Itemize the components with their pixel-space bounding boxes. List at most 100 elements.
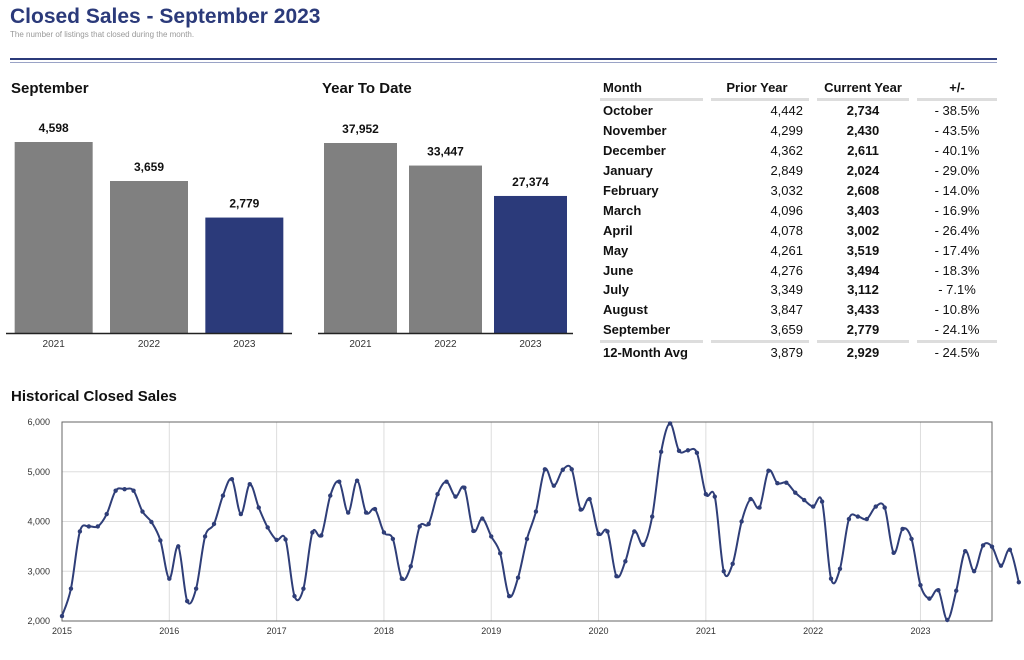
data-point <box>918 582 923 588</box>
data-point <box>1016 580 1022 585</box>
data-point <box>381 530 387 535</box>
month-cell: November <box>603 123 667 139</box>
month-cell: February <box>603 183 659 198</box>
change-cell: - 17.4% <box>934 242 980 258</box>
data-point <box>140 509 145 514</box>
data-point <box>417 524 422 529</box>
data-point <box>685 448 691 453</box>
data-point <box>775 480 780 486</box>
data-point <box>962 549 968 554</box>
month-cell: June <box>603 262 634 278</box>
historical-section-title: Historical Closed Sales <box>11 388 177 405</box>
month-cell: September <box>603 322 671 338</box>
data-point <box>489 534 494 539</box>
prior-year-cell: 3,032 <box>770 183 803 198</box>
prior-year-cell: 4,096 <box>770 202 803 218</box>
change-cell: - 10.8% <box>934 302 980 318</box>
data-point <box>220 493 226 498</box>
data-point <box>694 450 700 456</box>
change-cell: - 43.5% <box>934 123 980 139</box>
current-year-cell: 2,608 <box>846 183 880 198</box>
data-point <box>623 559 628 564</box>
data-point <box>310 530 315 535</box>
september-bar-2023 <box>205 217 284 333</box>
prior-year-cell: 3,847 <box>770 302 803 318</box>
data-point <box>676 448 682 454</box>
september-data-label: 2,779 <box>229 197 259 211</box>
data-point <box>748 496 753 502</box>
data-point <box>1007 547 1013 552</box>
current-year-cell: 3,519 <box>846 242 880 258</box>
data-point <box>873 504 878 509</box>
table-row: February 3,032 2,608 - 14.0% <box>600 181 997 201</box>
data-point <box>408 564 413 569</box>
page-title: Closed Sales - September 2023 <box>10 5 321 28</box>
prior-year-cell: 3,349 <box>770 282 803 298</box>
data-point <box>247 481 252 487</box>
data-point <box>337 479 342 484</box>
data-point <box>945 617 950 623</box>
data-point <box>184 598 190 604</box>
current-year-cell: 3,433 <box>846 302 880 318</box>
data-point <box>667 421 673 426</box>
prior-year-cell: 3,659 <box>770 322 803 338</box>
data-point <box>855 514 861 519</box>
september-bar-2021 <box>14 142 93 333</box>
month-cell: October <box>603 103 653 119</box>
x-tick-label: 2021 <box>696 626 716 636</box>
data-point <box>989 544 995 549</box>
current-year-cell: 2,611 <box>847 143 879 159</box>
y-tick-label: 6,000 <box>27 417 50 427</box>
data-point <box>95 524 100 529</box>
data-point <box>712 494 717 499</box>
data-point <box>480 516 485 521</box>
data-point <box>703 491 709 497</box>
data-point <box>846 516 852 522</box>
data-point <box>784 480 789 485</box>
ytd-category-label: 2023 <box>519 339 542 350</box>
data-point <box>390 536 396 542</box>
data-point <box>211 521 217 527</box>
data-point <box>462 485 467 490</box>
prior-year-cell: 3,879 <box>711 339 809 363</box>
plot-border <box>61 421 993 622</box>
data-point <box>515 575 521 580</box>
data-point <box>632 529 637 534</box>
data-point <box>837 566 843 571</box>
prior-year-cell: 4,276 <box>770 262 803 278</box>
data-point <box>113 488 118 493</box>
monthly-comparison-table: Month Prior Year Current Year +/- Octobe… <box>600 78 997 363</box>
change-cell: - 16.9% <box>934 202 980 218</box>
data-point <box>426 521 431 527</box>
col-header-prior-year: Prior Year <box>711 78 809 101</box>
ytd-bar-2023 <box>494 195 567 333</box>
current-year-cell: 2,024 <box>846 163 880 179</box>
current-year-cell: 3,112 <box>847 282 879 298</box>
data-point <box>176 544 181 549</box>
table-row: June 4,276 3,494 - 18.3% <box>600 260 997 280</box>
month-cell: May <box>603 242 629 258</box>
data-point <box>614 574 619 579</box>
september-category-label: 2021 <box>43 339 66 350</box>
data-point <box>810 504 816 509</box>
month-cell: 12-Month Avg <box>600 339 703 363</box>
september-data-label: 3,659 <box>134 160 164 174</box>
x-tick-label: 2020 <box>589 626 609 636</box>
x-tick-label: 2017 <box>267 626 287 636</box>
x-tick-label: 2018 <box>374 626 394 636</box>
table-row: March 4,096 3,403 - 16.9% <box>600 200 997 220</box>
september-category-label: 2023 <box>233 339 256 350</box>
september-section-title: September <box>11 80 89 97</box>
x-tick-label: 2016 <box>159 626 179 636</box>
ytd-bar-2022 <box>409 165 482 333</box>
data-point <box>641 542 646 548</box>
data-point <box>193 586 199 591</box>
september-category-label: 2022 <box>138 339 161 350</box>
ytd-bar-2021 <box>324 143 397 333</box>
data-point <box>649 514 655 519</box>
data-point <box>551 483 557 488</box>
x-tick-label: 2022 <box>803 626 823 636</box>
data-point <box>730 561 735 566</box>
y-tick-label: 5,000 <box>27 467 50 477</box>
